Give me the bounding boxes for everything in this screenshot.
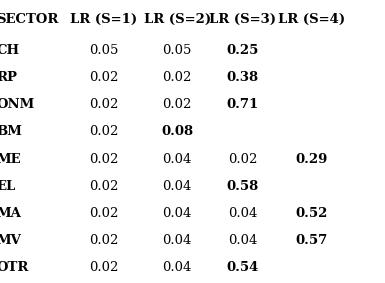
Text: 0.02: 0.02 bbox=[89, 71, 119, 84]
Text: LR (S=4): LR (S=4) bbox=[278, 13, 345, 26]
Text: CH: CH bbox=[0, 44, 19, 57]
Text: BM: BM bbox=[0, 125, 22, 138]
Text: SECTOR: SECTOR bbox=[0, 13, 59, 26]
Text: 0.58: 0.58 bbox=[226, 180, 259, 193]
Text: 0.38: 0.38 bbox=[226, 71, 259, 84]
Text: RP: RP bbox=[0, 71, 17, 84]
Text: 0.05: 0.05 bbox=[162, 44, 192, 57]
Text: 0.04: 0.04 bbox=[162, 261, 192, 274]
Text: 0.02: 0.02 bbox=[89, 207, 119, 220]
Text: ONM: ONM bbox=[0, 98, 34, 111]
Text: 0.04: 0.04 bbox=[162, 234, 192, 247]
Text: 0.04: 0.04 bbox=[162, 153, 192, 166]
Text: 0.57: 0.57 bbox=[296, 234, 328, 247]
Text: LR (S=3): LR (S=3) bbox=[209, 13, 276, 26]
Text: LR (S=2): LR (S=2) bbox=[144, 13, 211, 26]
Text: 0.04: 0.04 bbox=[228, 234, 257, 247]
Text: 0.02: 0.02 bbox=[228, 153, 257, 166]
Text: 0.02: 0.02 bbox=[89, 180, 119, 193]
Text: 0.02: 0.02 bbox=[89, 234, 119, 247]
Text: EL: EL bbox=[0, 180, 15, 193]
Text: 0.52: 0.52 bbox=[296, 207, 328, 220]
Text: 0.02: 0.02 bbox=[162, 71, 192, 84]
Text: 0.08: 0.08 bbox=[161, 125, 193, 138]
Text: ME: ME bbox=[0, 153, 21, 166]
Text: 0.02: 0.02 bbox=[89, 125, 119, 138]
Text: 0.02: 0.02 bbox=[89, 153, 119, 166]
Text: 0.04: 0.04 bbox=[162, 180, 192, 193]
Text: 0.02: 0.02 bbox=[89, 98, 119, 111]
Text: 0.25: 0.25 bbox=[226, 44, 259, 57]
Text: 0.71: 0.71 bbox=[226, 98, 259, 111]
Text: 0.54: 0.54 bbox=[226, 261, 259, 274]
Text: MV: MV bbox=[0, 234, 21, 247]
Text: 0.02: 0.02 bbox=[162, 98, 192, 111]
Text: 0.04: 0.04 bbox=[162, 207, 192, 220]
Text: 0.02: 0.02 bbox=[89, 261, 119, 274]
Text: 0.04: 0.04 bbox=[228, 207, 257, 220]
Text: MA: MA bbox=[0, 207, 21, 220]
Text: LR (S=1): LR (S=1) bbox=[70, 13, 137, 26]
Text: 0.05: 0.05 bbox=[89, 44, 119, 57]
Text: OTR: OTR bbox=[0, 261, 28, 274]
Text: 0.29: 0.29 bbox=[296, 153, 328, 166]
